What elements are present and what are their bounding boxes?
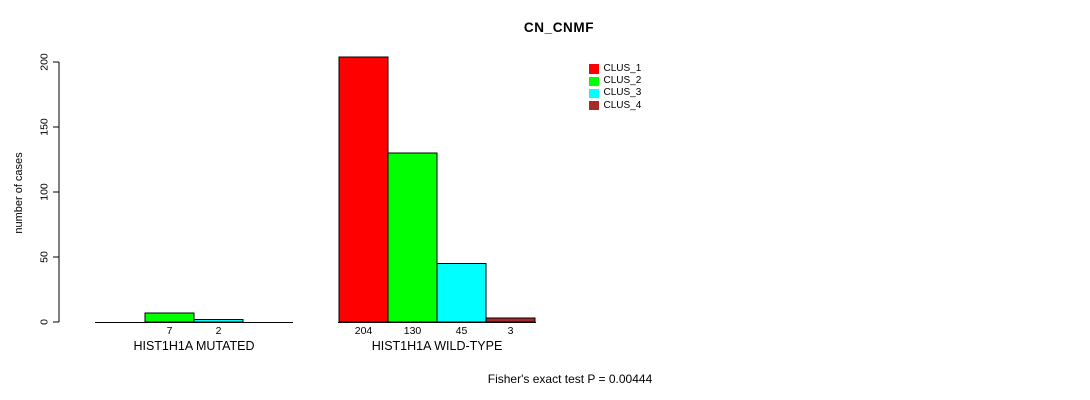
y-tick-label: 50 xyxy=(39,251,51,263)
y-tick-label: 100 xyxy=(39,183,51,201)
bar-clus_3 xyxy=(193,318,244,323)
fisher-test-annotation: Fisher's exact test P = 0.00444 xyxy=(487,372,653,386)
bar-clus_3 xyxy=(436,263,487,323)
bar-value-label: 204 xyxy=(355,325,373,337)
legend-label: CLUS_1 xyxy=(603,63,642,75)
legend-swatch-icon xyxy=(589,100,599,111)
legend-item: CLUS_4 xyxy=(589,100,641,112)
legend-label: CLUS_4 xyxy=(603,99,642,111)
legend-item: CLUS_1 xyxy=(589,63,641,75)
legend: CLUS_1 CLUS_2 CLUS_3 CLUS_4 xyxy=(589,63,641,112)
legend-swatch-icon xyxy=(589,64,599,74)
bar-clus_4 xyxy=(485,317,536,323)
y-tick-label: 150 xyxy=(39,118,51,136)
bar-clus_2 xyxy=(144,312,195,323)
bar-value-label: 2 xyxy=(216,325,222,337)
bar-value-label: 130 xyxy=(404,325,422,337)
y-tick-label: 200 xyxy=(39,53,51,71)
y-axis-title: number of cases xyxy=(13,152,25,234)
bar-value-label: 45 xyxy=(456,325,468,337)
legend-swatch-icon xyxy=(589,76,599,87)
chart-title: CN_CNMF xyxy=(523,20,595,35)
legend-item: CLUS_3 xyxy=(589,87,641,99)
legend-label: CLUS_2 xyxy=(603,75,642,87)
group-label: HIST1H1A WILD-TYPE xyxy=(372,339,503,353)
bar-value-label: 3 xyxy=(508,325,514,337)
bar-value-label: 7 xyxy=(167,325,173,337)
group-label: HIST1H1A MUTATED xyxy=(133,339,254,353)
bar-clus_2 xyxy=(387,152,438,323)
legend-item: CLUS_2 xyxy=(589,75,641,87)
legend-swatch-icon xyxy=(589,88,599,99)
legend-label: CLUS_3 xyxy=(603,87,642,99)
bar-clus_1 xyxy=(338,56,389,323)
y-tick-label: 0 xyxy=(39,319,51,325)
